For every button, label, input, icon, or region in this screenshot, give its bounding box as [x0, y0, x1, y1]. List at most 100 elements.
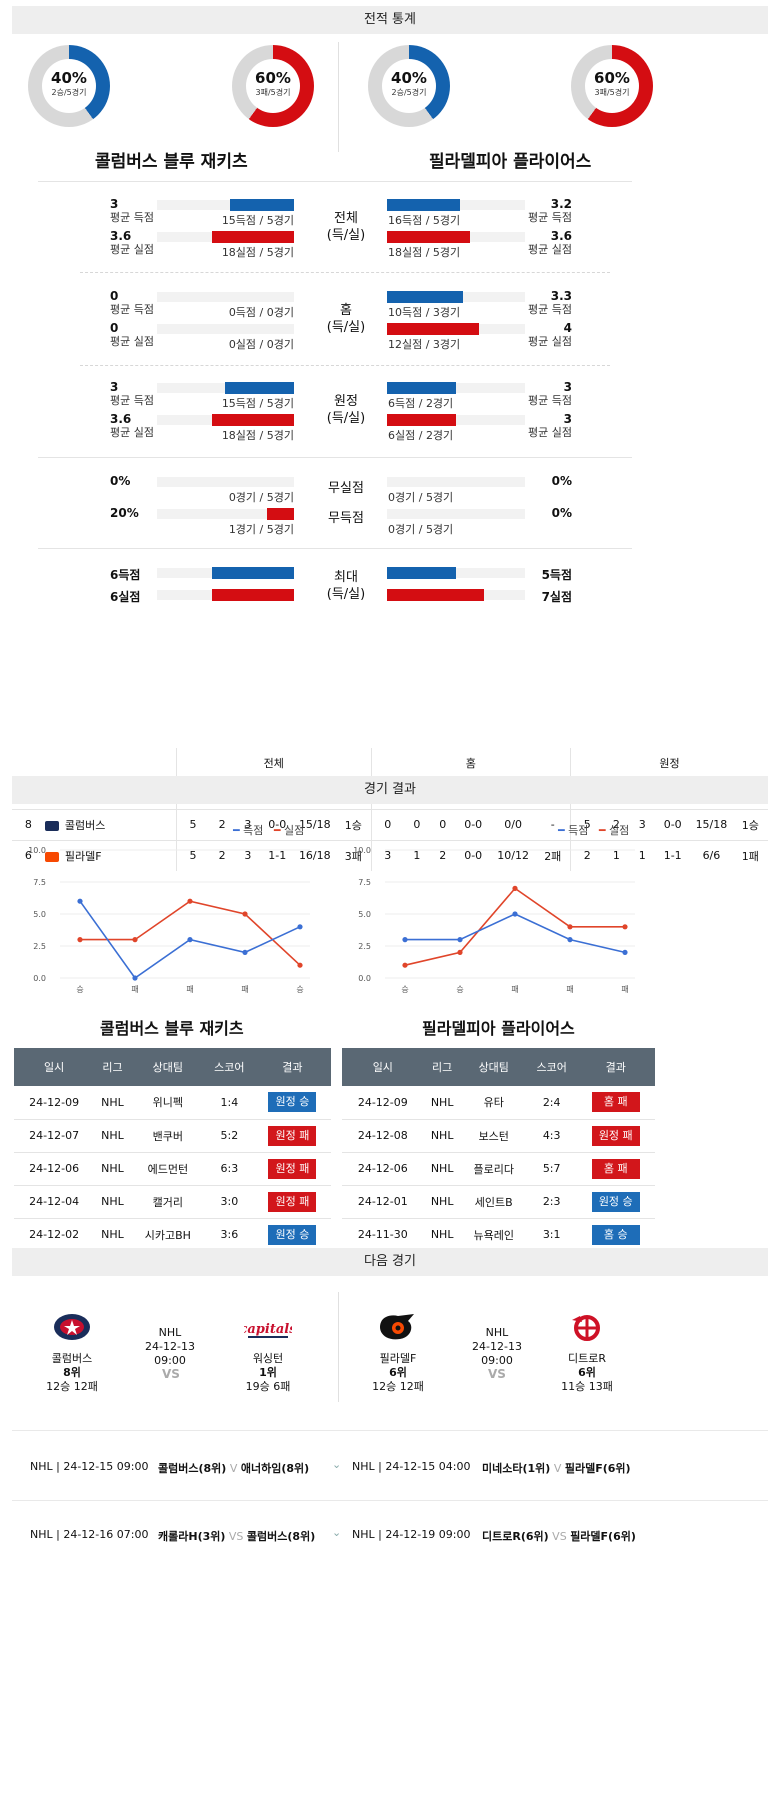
upcoming-left-1[interactable]: NHL | 24-12-15 09:00 — [30, 1460, 149, 1473]
data-point — [457, 937, 463, 943]
table-cell: 원정 패 — [253, 1185, 331, 1219]
table-cell: 2 — [209, 839, 235, 871]
y-tick-label: 5.0 — [33, 910, 46, 919]
table-row: 24-12-08 NHL 보스턴 4:3 원정 패 — [342, 1119, 655, 1153]
data-point — [242, 949, 248, 955]
philadelphia-logo-icon — [380, 1314, 414, 1340]
stat-bar-label: 15득점 / 5경기 — [221, 214, 294, 227]
result-badge: 홈 승 — [591, 1224, 640, 1245]
away-max-scored: 5득점 — [541, 568, 572, 582]
upcoming-right-2[interactable]: NHL | 24-12-19 09:00 — [352, 1528, 471, 1541]
away-stat-label: 평균 득점 — [528, 211, 572, 224]
away-stat-label: 평균 득점 — [528, 303, 572, 316]
table-cell: 3 — [235, 808, 261, 840]
table-cell: 플로리다 — [460, 1152, 527, 1186]
table-cell: NHL — [94, 1152, 131, 1186]
column-header: 결과 — [253, 1048, 331, 1086]
svg-text:capitals: capitals — [244, 1322, 292, 1337]
section-title-results: 경기 결과 — [12, 776, 768, 804]
bar-track — [387, 568, 525, 578]
away-stat-label: 평균 득점 — [528, 394, 572, 407]
table-cell: 16/18 — [293, 839, 336, 871]
section-title-next: 다음 경기 — [12, 1248, 768, 1276]
bar-track — [157, 477, 294, 487]
team-name[interactable]: 필라델F — [64, 849, 102, 863]
stat-category-label: 전체 (득/실) — [318, 210, 374, 244]
category-name: 원정 — [334, 394, 358, 409]
detroit-logo-icon — [572, 1315, 600, 1341]
table-cell: 1-1 — [260, 839, 294, 871]
table-cell: 원정 승 — [576, 1185, 655, 1219]
next-right-team-a: 필라델F 6위 12승 12패 — [372, 1352, 424, 1393]
stat-bar — [212, 567, 294, 579]
table-cell: 세인트B — [460, 1185, 527, 1219]
table-cell: 2:3 — [526, 1185, 577, 1219]
table-cell: NHL — [423, 1185, 461, 1219]
result-badge: 홈 패 — [591, 1092, 640, 1113]
stat-bar-label: 0실점 / 0경기 — [228, 338, 294, 351]
group-header: 홈 — [370, 748, 571, 778]
data-point — [567, 924, 573, 930]
bar-track — [387, 415, 525, 425]
bar-track — [157, 324, 294, 334]
chevron-down-icon[interactable]: ⌄ — [332, 1526, 342, 1539]
table-cell: 밴쿠버 — [130, 1119, 205, 1153]
upcoming-left-1-teams: 콜럼버스(8위) V 애너하임(8위) — [158, 1462, 310, 1475]
table-cell: 24-12-06 — [14, 1152, 95, 1186]
column-header: 일시 — [342, 1048, 424, 1086]
x-tick-label: 승 — [296, 985, 303, 994]
divider — [80, 272, 610, 273]
results-table-home: 일시 리그 상대팀 스코어 결과 24-12-09 NHL 위니펙 1:4 원정 승 24-12-0… — [14, 1048, 331, 1252]
home-stat-value: 3.6 — [110, 229, 132, 243]
stat-bar — [387, 589, 484, 601]
chart-title-away: 필라델피아 플라이어스 — [422, 1019, 575, 1038]
away-stat-value: 3 — [563, 380, 572, 394]
table-cell: 캘거리 — [130, 1185, 205, 1219]
table-cell: 에드먼턴 — [130, 1152, 205, 1186]
table-cell: 원정 패 — [576, 1119, 655, 1153]
table-cell: NHL — [94, 1086, 131, 1120]
bar-track — [387, 477, 525, 487]
table-cell: 24-11-30 — [342, 1218, 424, 1252]
x-tick-label: 패 — [241, 984, 248, 994]
data-point — [187, 937, 193, 943]
data-point — [77, 898, 83, 904]
stat-bar — [387, 291, 463, 303]
table-cell: 3:1 — [526, 1218, 577, 1252]
chevron-down-icon[interactable]: ⌄ — [332, 1458, 342, 1471]
bar-track — [387, 509, 525, 519]
y-tick-label: 2.5 — [33, 942, 46, 951]
table-cell: 0-0 — [655, 808, 691, 840]
home-stat-value: 0 — [110, 321, 119, 335]
home-noscore-value: 20% — [110, 506, 139, 520]
table-cell: 24-12-07 — [14, 1119, 95, 1153]
next-left-team-b: 워싱턴 1위 19승 6패 — [245, 1352, 291, 1393]
x-tick-label: 패 — [566, 984, 573, 994]
next-right-info: NHL 24-12-13 09:00 — [472, 1326, 522, 1367]
stat-bar-label: 0경기 / 5경기 — [228, 491, 294, 504]
away-max-allowed: 7실점 — [541, 590, 572, 604]
table-row: 6 필라델F 5 2 3 1-1 16/18 3패 3 1 2 0-0 10/12 2패 2 1 1 1-1 6/6… — [12, 839, 768, 871]
table-cell: 콜럼버스 — [44, 808, 177, 840]
data-point — [132, 937, 138, 943]
upcoming-left-2[interactable]: NHL | 24-12-16 07:00 — [30, 1528, 149, 1541]
away-stat-label: 평균 실점 — [528, 243, 572, 256]
away-noscore-value: 0% — [551, 506, 572, 520]
table-cell: 원정 패 — [253, 1119, 331, 1153]
result-badge: 원정 패 — [268, 1125, 317, 1146]
table-cell: 24-12-09 — [342, 1086, 424, 1120]
section-title-record: 전적 통계 — [12, 6, 768, 34]
chart-legend-away: ━ 득점 ━ 실점 — [558, 824, 630, 837]
stat-bar-label: 16득점 / 5경기 — [388, 214, 461, 227]
table-cell: 0-0 — [260, 808, 294, 840]
x-tick-label: 승 — [401, 985, 408, 994]
next-right-team-b: 디트로R 6위 11승 13패 — [561, 1352, 613, 1393]
table-cell: 0 — [370, 808, 404, 840]
table-cell: 0/0 — [490, 808, 536, 840]
home-max-allowed: 6실점 — [110, 590, 141, 604]
team-name[interactable]: 콜럼버스 — [64, 818, 106, 832]
table-cell: 원정 승 — [253, 1086, 331, 1120]
stat-bar-label: 6득점 / 2경기 — [388, 397, 454, 410]
upcoming-right-1[interactable]: NHL | 24-12-15 04:00 — [352, 1460, 471, 1473]
stat-category-label: 최대 (득/실) — [318, 569, 374, 603]
